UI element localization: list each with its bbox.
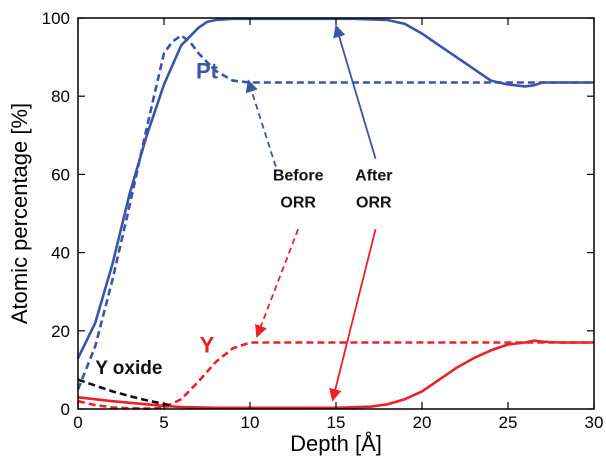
tick-layer: 0 5 10 15 20 25 30 0 20 40 60 80 100 [42, 9, 604, 432]
before-orr-arrow [245, 79, 277, 167]
x-tick-label: 15 [327, 413, 346, 432]
arrow-layer [245, 24, 377, 402]
y-tick-label: 60 [51, 165, 70, 184]
y-tick-label: 20 [51, 322, 70, 341]
series-layer [76, 17, 594, 410]
y-tick-label: 80 [51, 87, 70, 106]
x-tick-label: 20 [413, 413, 432, 432]
annotation-y: Y [200, 332, 215, 357]
series-pt-solid-line [76, 17, 594, 359]
y-axis-title: Atomic percentage [%] [7, 103, 32, 324]
x-tick-label: 0 [73, 413, 82, 432]
x-tick-label: 25 [499, 413, 518, 432]
before-orr-arrow [255, 228, 300, 338]
x-tick-label: 30 [585, 413, 604, 432]
y-tick-label: 40 [51, 244, 70, 263]
after-orr-arrow [333, 24, 377, 160]
annot-layer: Pt Y Y oxide Before ORR After ORR [95, 59, 392, 379]
after-orr-arrow [329, 228, 377, 402]
series-y-solid-line [77, 339, 594, 410]
series-y-dashed-line [77, 341, 594, 410]
annotation-before: Before [273, 167, 324, 184]
plot-frame [77, 17, 595, 410]
annotation-y-oxide: Y oxide [95, 358, 162, 379]
annotation-pt: Pt [196, 59, 219, 84]
annotation-orr: ORR [280, 195, 316, 212]
x-axis-title: Depth [Å] [290, 431, 382, 456]
x-tick-label: 5 [159, 413, 168, 432]
annotation-after: After [355, 167, 392, 184]
y-tick-label: 100 [42, 9, 70, 28]
series-pt-dashed-line [76, 34, 594, 390]
y-tick-label: 0 [61, 400, 70, 419]
annotation-orr: ORR [356, 195, 392, 212]
x-tick-label: 10 [241, 413, 260, 432]
